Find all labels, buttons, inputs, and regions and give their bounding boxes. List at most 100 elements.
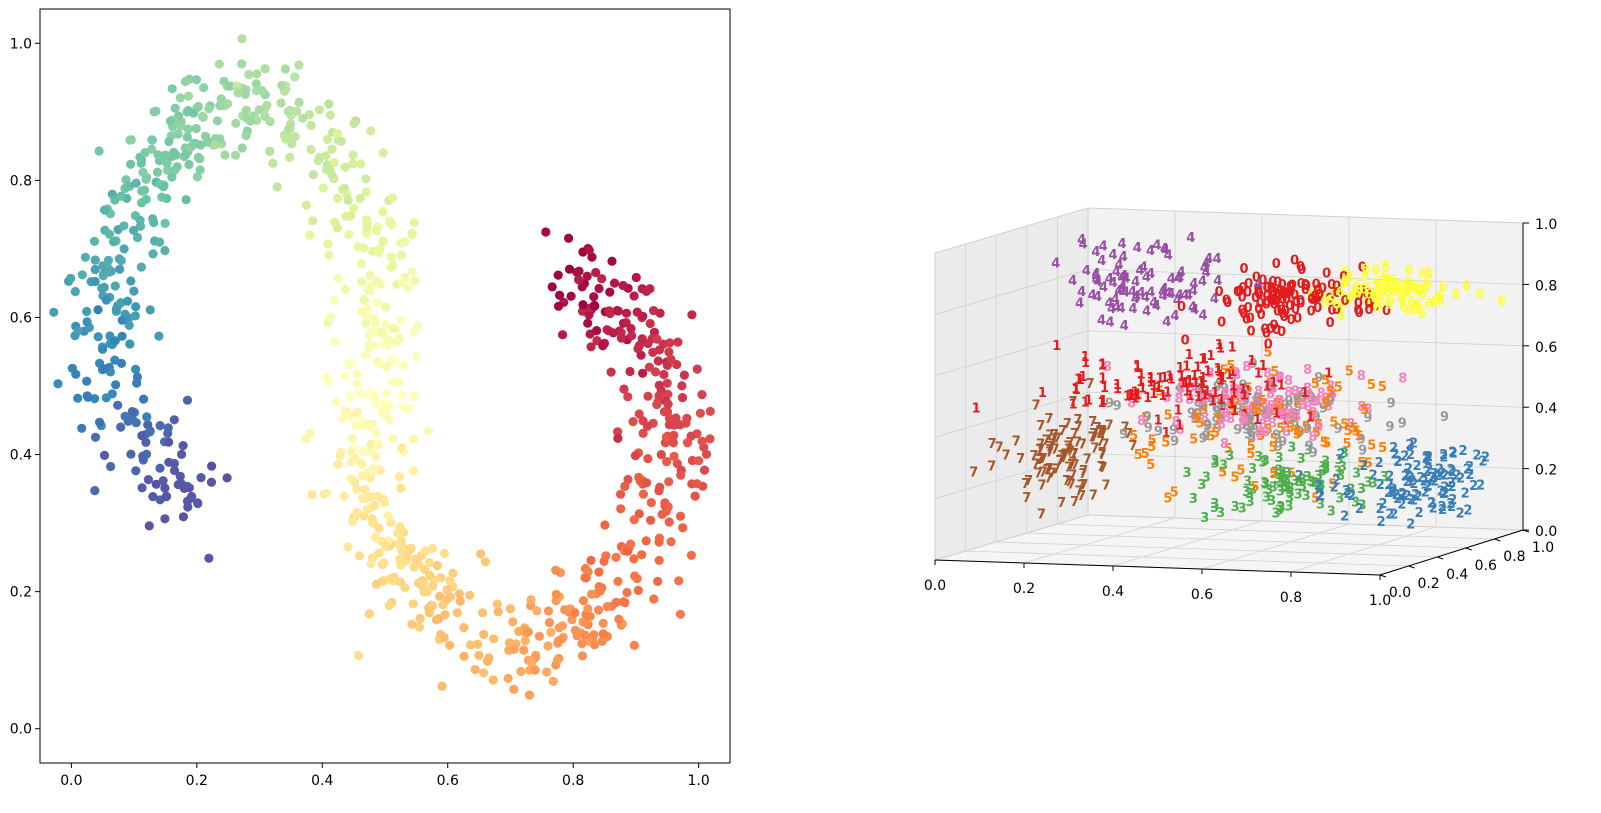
scatter-point: [366, 447, 376, 457]
digit-marker-1: 1: [1081, 350, 1090, 365]
digit-marker-2: 2: [1407, 493, 1416, 508]
digit-marker-8: 8: [1186, 381, 1195, 396]
scatter-point: [160, 150, 171, 160]
digit-marker-2: 2: [1449, 447, 1458, 462]
digit-marker-2: 2: [1424, 450, 1433, 465]
digit-marker-7: 7: [1063, 440, 1072, 455]
scatter-point: [389, 378, 399, 388]
digit-marker-4: 4: [1166, 287, 1175, 302]
digit-marker-9: 9: [1201, 430, 1210, 445]
digit-marker-0: 0: [1288, 278, 1297, 293]
scatter-point: [371, 532, 381, 543]
scatter-point: [654, 537, 664, 547]
digit-marker-4: 4: [1184, 289, 1193, 304]
digit-marker-0: 0: [1269, 294, 1278, 309]
digit-marker-1: 1: [1125, 389, 1134, 404]
digit-marker-1: 1: [1123, 389, 1132, 404]
digit-marker-7: 7: [1098, 446, 1107, 461]
digit-marker-2: 2: [1337, 447, 1346, 462]
scatter-point: [705, 406, 715, 416]
scatter-point: [597, 636, 607, 647]
digit-marker-8: 8: [1292, 410, 1301, 425]
digit-marker-1: 1: [1240, 408, 1249, 423]
digit-marker-1: 1: [1098, 358, 1107, 373]
digit-marker-9: 9: [1213, 406, 1222, 421]
digit-marker-6: 6: [1336, 286, 1345, 301]
digit-marker-2: 2: [1404, 462, 1413, 477]
grid-line: [934, 453, 1089, 499]
scatter-point: [361, 174, 371, 184]
digit-marker-6: 6: [1436, 289, 1445, 304]
scatter-point: [629, 515, 639, 525]
scatter-point: [442, 585, 452, 595]
scatter-point: [581, 573, 591, 583]
digit-marker-3: 3: [1308, 476, 1317, 491]
digit-marker-2: 2: [1402, 489, 1411, 504]
digit-marker-7: 7: [1035, 453, 1044, 468]
digit-marker-6: 6: [1375, 284, 1384, 299]
digit-marker-7: 7: [1049, 433, 1058, 448]
digit-marker-0: 0: [1244, 277, 1253, 292]
digit-marker-2: 2: [1403, 475, 1412, 490]
digit-marker-9: 9: [1242, 413, 1251, 428]
digit-marker-7: 7: [1055, 454, 1064, 469]
digit-marker-7: 7: [1128, 439, 1137, 454]
scatter-point: [514, 626, 524, 637]
digit-marker-5: 5: [1228, 402, 1237, 417]
scatter-point: [697, 390, 707, 400]
scatter-point: [664, 420, 675, 430]
scatter-point: [470, 664, 480, 675]
digit-marker-7: 7: [1039, 452, 1048, 467]
scatter-point: [93, 305, 103, 315]
scatter-point: [411, 352, 422, 362]
digit-marker-0: 0: [1251, 291, 1260, 306]
digit-marker-2: 2: [1332, 474, 1341, 489]
scatter-point: [98, 261, 108, 271]
digit-marker-6: 6: [1383, 285, 1392, 300]
digit-marker-0: 0: [1262, 298, 1271, 313]
scatter-point: [148, 492, 158, 502]
digit-marker-4: 4: [1204, 252, 1213, 267]
digit-marker-1: 1: [1146, 376, 1155, 391]
digit-marker-1: 1: [1137, 367, 1146, 382]
scatter-point: [301, 434, 311, 444]
digit-marker-8: 8: [1103, 360, 1112, 375]
grid-line: [1201, 523, 1350, 570]
scatter-point: [409, 328, 419, 338]
digit-marker-0: 0: [1318, 282, 1327, 297]
digit-marker-6: 6: [1415, 285, 1424, 300]
digit-marker-6: 6: [1376, 288, 1385, 303]
digit-marker-2: 2: [1384, 486, 1393, 501]
digit-marker-9: 9: [1267, 379, 1276, 394]
scatter-point: [153, 150, 163, 160]
digit-marker-0: 0: [1364, 297, 1373, 312]
digit-marker-5: 5: [1367, 378, 1376, 393]
z3d-tick-label: 0.6: [1535, 340, 1557, 356]
digit-marker-6: 6: [1344, 292, 1353, 307]
scatter-point: [265, 146, 275, 156]
scatter-point: [137, 431, 147, 441]
digit-marker-9: 9: [1199, 400, 1208, 415]
digit-marker-4: 4: [1108, 248, 1117, 263]
digit-marker-5: 5: [1364, 456, 1373, 471]
scatter-point: [131, 466, 141, 476]
digit-marker-4: 4: [1105, 316, 1114, 331]
digit-marker-8: 8: [1278, 408, 1287, 423]
scatter-point: [488, 675, 498, 685]
digit-marker-9: 9: [1105, 396, 1114, 411]
digit-marker-6: 6: [1382, 281, 1391, 296]
digit-marker-7: 7: [1074, 420, 1083, 435]
digit-marker-8: 8: [1217, 417, 1226, 432]
scatter-point: [216, 94, 226, 104]
digit-marker-5: 5: [1289, 412, 1298, 427]
digit-marker-0: 0: [1263, 295, 1272, 310]
scatter-point: [97, 283, 107, 293]
scatter-point: [355, 389, 365, 399]
digit-marker-4: 4: [1121, 286, 1130, 301]
digit-marker-4: 4: [1161, 244, 1170, 259]
scatter-point: [425, 570, 435, 580]
scatter-point: [356, 159, 366, 169]
y3d-tick-mark: [1437, 556, 1444, 560]
scatter-point: [347, 433, 357, 443]
digit-marker-8: 8: [1363, 403, 1372, 418]
